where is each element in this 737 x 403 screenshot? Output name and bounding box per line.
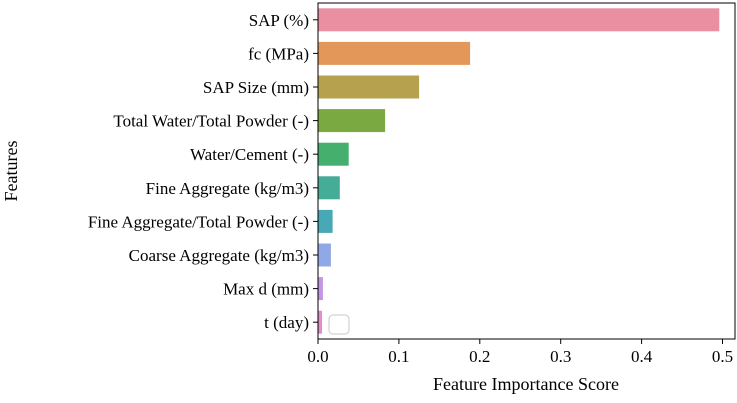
bar-coarse-aggregate-kg-m3	[318, 243, 331, 267]
bars-group	[318, 8, 720, 334]
x-tick-label: 0.5	[712, 347, 733, 366]
x-ticks: 0.0 0.1 0.2 0.3 0.4 0.5	[307, 339, 733, 366]
bar-sap	[318, 8, 720, 32]
bar-sap-size-mm	[318, 75, 420, 99]
bar-max-d-mm	[318, 277, 323, 301]
y-tick-label: SAP (%)	[249, 11, 309, 30]
y-tick-label: Max d (mm)	[223, 280, 309, 299]
x-tick-label: 0.3	[550, 347, 571, 366]
y-tick-label: Fine Aggregate/Total Powder (-)	[88, 212, 309, 231]
x-tick-label: 0.4	[631, 347, 653, 366]
x-tick-label: 0.1	[388, 347, 409, 366]
bar-water-cement	[318, 142, 349, 166]
x-axis-title: Feature Importance Score	[433, 374, 619, 394]
bar-fc-mpa	[318, 41, 471, 65]
y-axis-title: Features	[1, 141, 21, 202]
y-tick-label: fc (MPa)	[248, 44, 309, 63]
y-tick-label: Coarse Aggregate (kg/m3)	[129, 246, 309, 265]
x-tick-label: 0.0	[307, 347, 328, 366]
y-tick-label: t (day)	[264, 313, 309, 332]
y-tick-labels: SAP (%) fc (MPa) SAP Size (mm) Total Water/…	[88, 11, 318, 332]
bar-fine-aggregate-total-powder	[318, 209, 333, 233]
x-tick-label: 0.2	[469, 347, 490, 366]
bar-t-day	[318, 310, 322, 334]
bar-fine-aggregate-kg-m3	[318, 176, 340, 200]
plot-frame	[317, 2, 736, 340]
bar-total-water-total-powder	[318, 109, 386, 133]
y-tick-label: SAP Size (mm)	[203, 78, 309, 97]
y-tick-label: Total Water/Total Powder (-)	[113, 112, 309, 131]
y-tick-label: Water/Cement (-)	[190, 145, 309, 164]
y-tick-label: Fine Aggregate (kg/m3)	[146, 179, 309, 198]
legend-box	[328, 314, 350, 335]
